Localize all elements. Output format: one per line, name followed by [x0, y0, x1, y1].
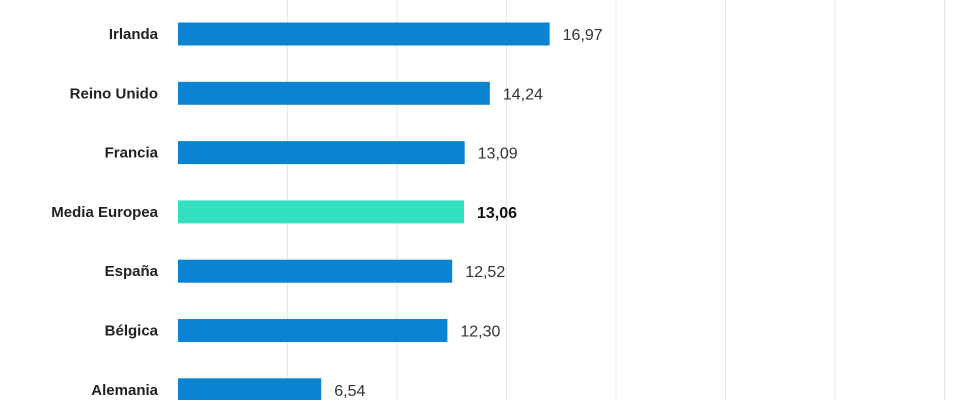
category-label: Reino Unido — [70, 85, 158, 102]
value-label: 14,24 — [503, 86, 543, 103]
gridlines — [287, 0, 945, 400]
value-label: 12,30 — [460, 324, 500, 341]
category-labels: Irlanda Reino Unido Francia Media Europea Es… — [51, 26, 158, 399]
bar — [178, 378, 322, 400]
category-label: España — [105, 263, 159, 280]
bar — [178, 319, 448, 342]
bars — [178, 22, 550, 400]
value-label: 12,52 — [465, 264, 505, 281]
category-label: Alemania — [91, 382, 158, 399]
value-label: 6,54 — [334, 383, 365, 400]
bar — [178, 259, 453, 283]
category-label: Francia — [105, 145, 159, 162]
value-label: 13,09 — [478, 146, 518, 163]
value-label: 13,06 — [477, 205, 517, 222]
bar — [178, 200, 465, 224]
value-label: 16,97 — [563, 27, 603, 44]
value-labels: 16,97 14,24 13,09 13,06 12,52 12,30 6,54 — [334, 27, 603, 400]
bar — [178, 22, 550, 46]
bar — [178, 81, 490, 105]
category-label: Bélgica — [105, 323, 159, 340]
bar — [178, 141, 465, 165]
category-label: Irlanda — [109, 26, 159, 43]
category-label: Media Europea — [51, 204, 158, 221]
